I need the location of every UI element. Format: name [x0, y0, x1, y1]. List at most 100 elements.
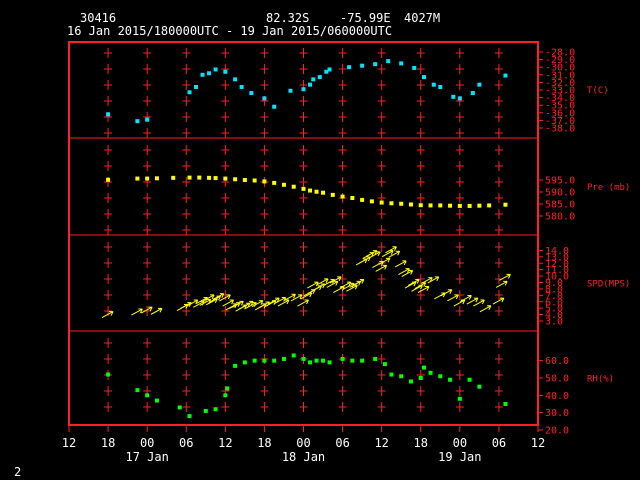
rh-point [301, 356, 306, 361]
temp-point [470, 91, 475, 96]
grid-cross [221, 112, 230, 122]
wind-arrow [131, 308, 143, 316]
grid-cross [494, 48, 503, 58]
pres-point [467, 203, 472, 208]
grid-cross [377, 274, 386, 284]
grid-cross [455, 402, 464, 412]
grid-cross [494, 112, 503, 122]
y-tick-label: -36.0 [545, 108, 575, 119]
grid-cross [377, 209, 386, 219]
grid-cross [221, 48, 230, 58]
grid-cross [143, 242, 152, 252]
wind-arrow [219, 294, 231, 302]
grid-cross [221, 225, 230, 235]
grid-cross [104, 274, 113, 284]
grid-cross [338, 145, 347, 155]
temp-point [194, 84, 199, 89]
grid-cross [182, 290, 191, 300]
grid-cross [182, 354, 191, 364]
temp-point [324, 69, 329, 74]
wind-arrow [307, 281, 319, 289]
rh-point [281, 356, 286, 361]
grid-cross [338, 258, 347, 268]
panel-label: SPD(MPS) [587, 280, 630, 290]
x-tick-label: 00 [140, 436, 154, 450]
rh-point [291, 353, 296, 358]
grid-cross [338, 338, 347, 348]
temp-point [187, 90, 192, 95]
grid-cross [104, 80, 113, 90]
grid-cross [455, 48, 464, 58]
wind-arrow [401, 270, 414, 277]
grid-cross [143, 96, 152, 106]
wind-arrow [316, 278, 329, 286]
wind-arrow [186, 299, 199, 307]
grid-cross [182, 80, 191, 90]
grid-cross [182, 48, 191, 58]
station-id: 30416 [80, 11, 116, 25]
y-tick-label: 6.0 [545, 297, 563, 308]
temp-point [317, 75, 322, 80]
pres-point [438, 203, 443, 208]
grid-cross [299, 193, 308, 203]
grid-cross [455, 258, 464, 268]
rh-point [428, 370, 433, 375]
grid-cross [221, 161, 230, 171]
grid-cross [494, 177, 503, 187]
y-tick-label: 60.0 [545, 356, 569, 367]
grid-cross [455, 338, 464, 348]
grid-cross [455, 161, 464, 171]
temp-point [327, 67, 332, 72]
pres-point [106, 177, 111, 182]
temp-point [399, 61, 404, 66]
grid-cross [143, 193, 152, 203]
pres-point [330, 192, 335, 197]
x-tick-label: 18 [414, 436, 428, 450]
grid-cross [104, 386, 113, 396]
pres-point [448, 203, 453, 208]
grid-cross [494, 193, 503, 203]
grid-cross [455, 225, 464, 235]
temp-point [347, 65, 352, 70]
x-tick-label: 12 [374, 436, 388, 450]
wind-arrow [495, 280, 508, 288]
pres-point [389, 201, 394, 206]
wind-arrow [241, 300, 254, 308]
grid-cross [455, 242, 464, 252]
wind-arrow [290, 294, 303, 302]
y-tick-label: 595.0 [545, 176, 575, 187]
temp-point [457, 96, 462, 101]
temp-point [106, 112, 111, 117]
rh-point [252, 358, 257, 363]
station-longitude: -75.99E [340, 11, 391, 25]
rh-point [467, 377, 472, 382]
grid-cross [143, 48, 152, 58]
wind-arrow [378, 257, 391, 265]
grid-cross [143, 64, 152, 74]
grid-cross [455, 80, 464, 90]
wind-arrow [492, 297, 505, 305]
wind-arrow [479, 305, 492, 313]
panel-label: RH(%) [587, 375, 614, 385]
grid-cross [182, 145, 191, 155]
rh-point [477, 384, 482, 389]
grid-cross [143, 145, 152, 155]
temp-point [308, 82, 313, 87]
rh-point [399, 374, 404, 379]
grid-cross [416, 209, 425, 219]
grid-cross [416, 258, 425, 268]
grid-cross [377, 225, 386, 235]
grid-cross [377, 290, 386, 300]
wind-arrow [473, 299, 485, 307]
pres-point [487, 203, 492, 208]
y-tick-label: 11.0 [545, 265, 569, 276]
temp-point [503, 73, 508, 78]
grid-cross [455, 177, 464, 187]
pres-point [379, 200, 384, 205]
grid-cross [182, 96, 191, 106]
temp-point [422, 75, 427, 80]
wind-arrow [453, 299, 466, 307]
grid-cross [416, 48, 425, 58]
rh-point [503, 402, 508, 406]
temp-point [239, 84, 244, 89]
